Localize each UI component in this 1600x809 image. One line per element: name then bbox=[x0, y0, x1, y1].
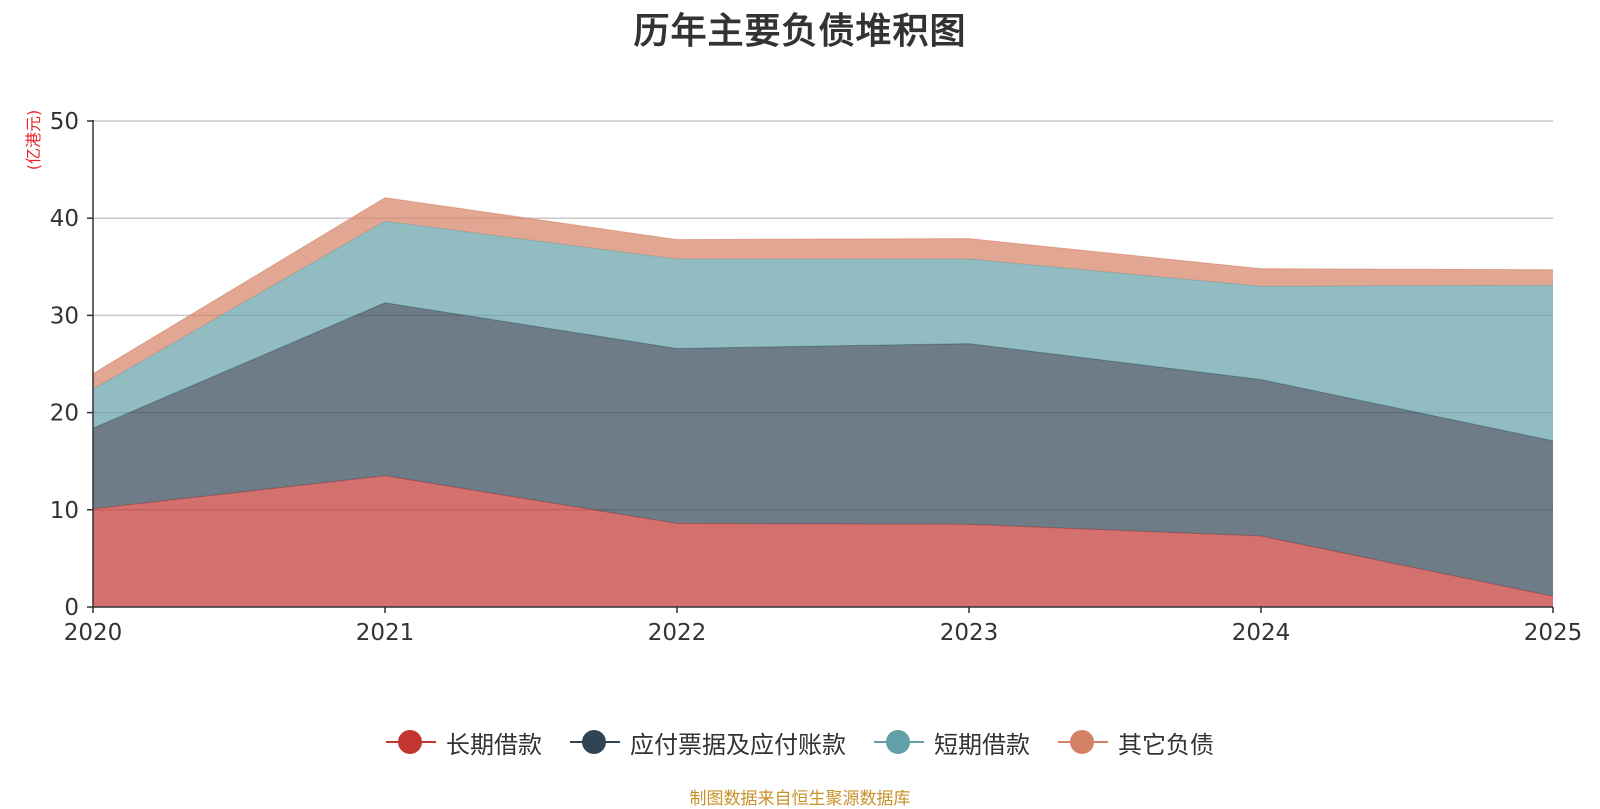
y-tick-label: 10 bbox=[50, 498, 79, 524]
legend-swatch-icon bbox=[874, 730, 924, 754]
x-tick-label: 2022 bbox=[648, 620, 707, 646]
legend-swatch-icon bbox=[1058, 730, 1108, 754]
stacked-area-chart: 0 10 20 30 40 50 2020 2021 2022 2023 2024 2025 bbox=[50, 109, 1583, 646]
legend-swatch-icon bbox=[386, 730, 436, 754]
y-tick-label: 40 bbox=[50, 206, 79, 232]
x-tick-label: 2020 bbox=[64, 620, 123, 646]
y-tick-label: 50 bbox=[50, 109, 79, 135]
y-tick-label: 0 bbox=[64, 595, 79, 621]
x-tick-label: 2021 bbox=[356, 620, 415, 646]
legend-label: 应付票据及应付账款 bbox=[630, 730, 846, 759]
y-tick-label: 20 bbox=[50, 401, 79, 427]
x-tick-label: 2025 bbox=[1524, 620, 1583, 646]
legend-label: 其它负债 bbox=[1118, 730, 1214, 759]
legend-item-0[interactable]: 长期借款 bbox=[386, 725, 542, 760]
area-series-1[interactable] bbox=[93, 302, 1553, 597]
legend-swatch-icon bbox=[570, 730, 620, 754]
series-line-3 bbox=[92, 197, 1554, 375]
chart-title: 历年主要负债堆积图 bbox=[633, 11, 967, 52]
x-tick-label: 2023 bbox=[940, 620, 999, 646]
chart-legend: 长期借款 应付票据及应付账款 短期借款 其它负债 bbox=[0, 722, 1600, 762]
area-series-0[interactable] bbox=[93, 475, 1553, 607]
legend-label: 短期借款 bbox=[934, 730, 1030, 759]
legend-item-1[interactable]: 应付票据及应付账款 bbox=[570, 725, 846, 760]
data-source-footer: 制图数据来自恒生聚源数据库 bbox=[689, 789, 911, 809]
x-tick-label: 2024 bbox=[1232, 620, 1291, 646]
legend-item-2[interactable]: 短期借款 bbox=[874, 725, 1030, 760]
legend-item-3[interactable]: 其它负债 bbox=[1058, 725, 1214, 760]
legend-label: 长期借款 bbox=[446, 730, 542, 759]
y-tick-label: 30 bbox=[50, 303, 79, 329]
area-series-2[interactable] bbox=[93, 221, 1553, 441]
